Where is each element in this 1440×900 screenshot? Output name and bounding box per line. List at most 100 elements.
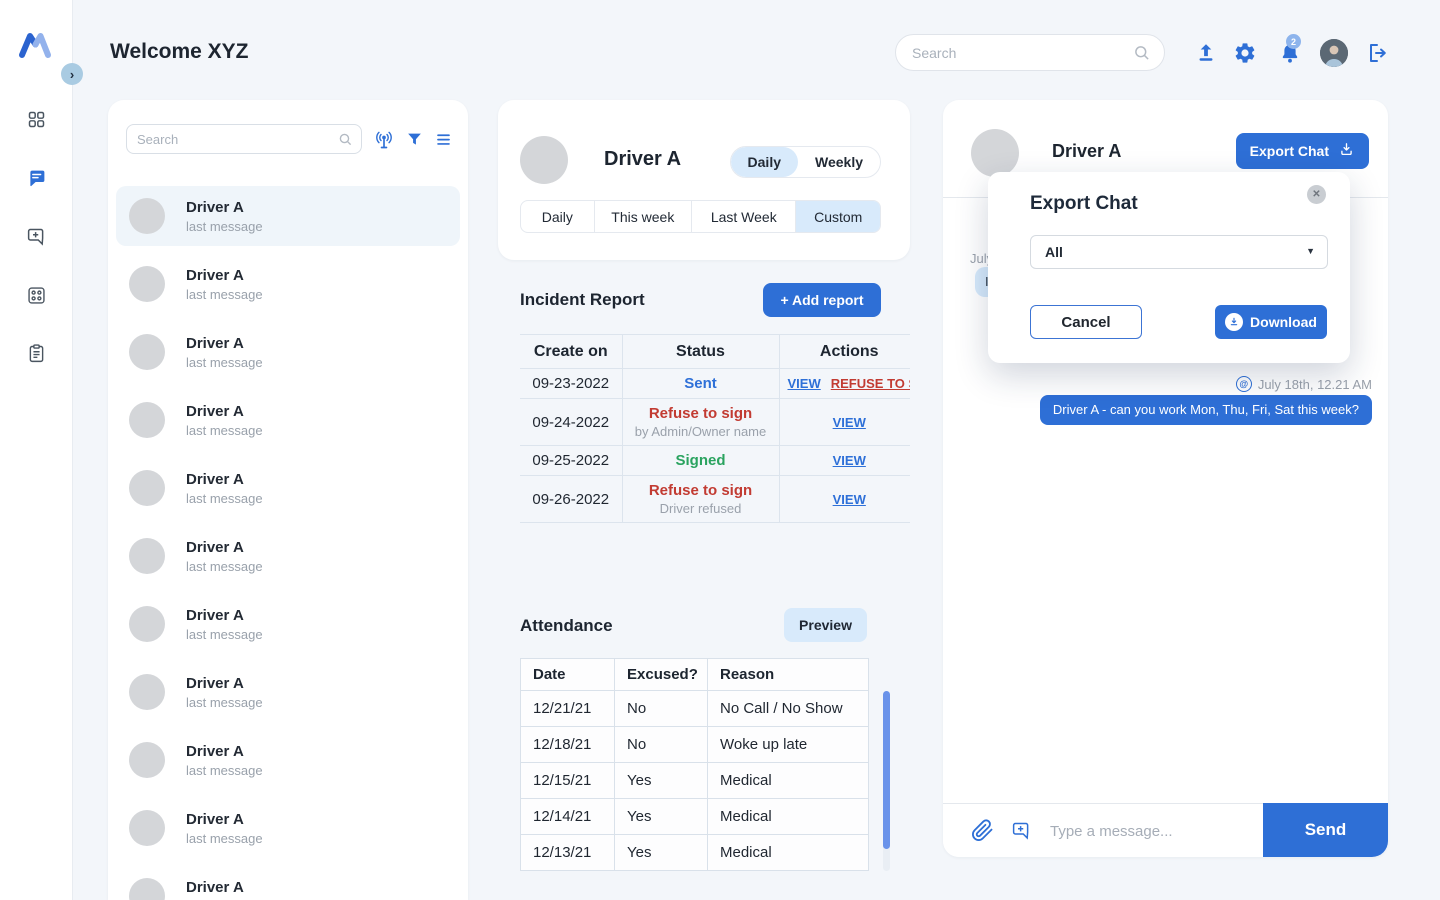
tab-this-week[interactable]: This week	[595, 201, 693, 232]
view-link[interactable]: VIEW	[787, 376, 821, 391]
attendance-scrollbar[interactable]	[883, 691, 890, 871]
list-item[interactable]: Driver A last message	[116, 322, 460, 382]
close-icon: ✕	[1312, 189, 1321, 200]
send-button[interactable]: Send	[1263, 803, 1388, 857]
col-reason: Reason	[707, 658, 869, 691]
refuse-to-sign-link[interactable]: REFUSE TO SIGN	[830, 376, 910, 391]
col-status: Status	[621, 334, 779, 369]
table-row: 12/13/21 Yes Medical	[520, 834, 869, 871]
select-value: All	[1045, 244, 1063, 260]
list-item[interactable]: Driver A last message	[116, 186, 460, 246]
gear-icon[interactable]	[1233, 41, 1257, 65]
search-icon	[338, 132, 353, 152]
tab-last-week[interactable]: Last Week	[692, 201, 797, 232]
status-text: Refuse to sign	[648, 482, 753, 499]
list-item[interactable]: Driver A last message	[116, 390, 460, 450]
list-item[interactable]: Driver A last message	[116, 526, 460, 586]
broadcast-icon[interactable]	[374, 130, 394, 150]
scrollbar-thumb[interactable]	[883, 691, 890, 849]
driver-name: Driver A	[186, 606, 244, 624]
dashboard-grid-icon[interactable]	[26, 109, 47, 130]
cancel-button[interactable]: Cancel	[1030, 305, 1142, 339]
avatar	[129, 810, 165, 846]
apps-box-icon[interactable]	[26, 285, 47, 306]
list-item[interactable]: Driver A last message	[116, 798, 460, 858]
messages-icon[interactable]	[26, 168, 47, 189]
list-item[interactable]: Driver A last message	[116, 866, 460, 900]
frequency-toggle: Daily Weekly	[729, 146, 881, 178]
export-chat-button[interactable]: Export Chat	[1235, 133, 1369, 169]
list-item[interactable]: Driver A last message	[116, 458, 460, 518]
incident-report-table-wrap: Create on Status Actions 09-23-2022 Sent…	[520, 334, 910, 523]
user-avatar[interactable]	[1320, 39, 1348, 67]
reason-cell: Medical	[707, 798, 869, 835]
avatar	[129, 266, 165, 302]
table-row: 09-26-2022 Refuse to sign Driver refused…	[520, 475, 910, 523]
list-item[interactable]: Driver A last message	[116, 730, 460, 790]
toggle-daily[interactable]: Daily	[730, 147, 798, 177]
avatar	[129, 470, 165, 506]
last-message: last message	[186, 899, 263, 900]
incident-report-title: Incident Report	[520, 290, 645, 309]
paperclip-icon[interactable]	[971, 819, 994, 847]
global-search[interactable]	[895, 34, 1165, 71]
incident-report-table: Create on Status Actions 09-23-2022 Sent…	[520, 334, 910, 523]
table-row: 09-25-2022 Signed VIEW	[520, 445, 910, 476]
actions-cell: VIEW	[778, 475, 910, 523]
excused-cell: No	[614, 726, 708, 763]
list-search[interactable]	[126, 124, 362, 154]
view-link[interactable]: VIEW	[832, 453, 866, 468]
message-add-icon[interactable]	[26, 226, 47, 247]
upload-icon[interactable]	[1194, 41, 1218, 65]
status-text: Refuse to sign	[648, 405, 753, 422]
add-report-button[interactable]: + Add report	[763, 283, 881, 317]
col-actions: Actions	[778, 334, 910, 369]
chevron-down-icon: ▼	[1306, 246, 1315, 256]
message-input[interactable]	[1050, 814, 1250, 848]
toggle-weekly[interactable]: Weekly	[815, 154, 863, 170]
download-icon	[1338, 141, 1355, 161]
list-item[interactable]: Driver A last message	[116, 662, 460, 722]
chat-driver-name: Driver A	[1052, 141, 1122, 161]
message-input-bar: Send	[943, 803, 1388, 857]
avatar	[129, 402, 165, 438]
sidebar-collapse-button[interactable]: ›	[61, 63, 83, 85]
conversation-list-panel: Driver A last message Driver A last messag…	[108, 100, 468, 900]
message-add-icon[interactable]	[1011, 820, 1032, 846]
global-search-input[interactable]	[912, 35, 1122, 70]
export-range-select[interactable]: All ▼	[1030, 235, 1328, 269]
last-message: last message	[186, 694, 263, 710]
driver-name: Driver A	[186, 470, 244, 488]
preview-button[interactable]: Preview	[784, 608, 867, 642]
view-link[interactable]: VIEW	[832, 491, 866, 507]
list-item[interactable]: Driver A last message	[116, 594, 460, 654]
menu-icon[interactable]	[434, 130, 454, 150]
status-cell: Refuse to sign by Admin/Owner name	[621, 398, 779, 446]
clipboard-icon[interactable]	[26, 343, 47, 364]
tab-custom[interactable]: Custom	[796, 201, 880, 232]
view-link[interactable]: VIEW	[832, 414, 866, 430]
table-header-row: Create on Status Actions	[520, 334, 910, 369]
driver-name: Driver A	[186, 334, 244, 352]
tab-daily[interactable]: Daily	[521, 201, 595, 232]
avatar	[129, 742, 165, 778]
list-search-input[interactable]	[137, 125, 327, 153]
list-item[interactable]: Driver A last message	[116, 254, 460, 314]
close-button[interactable]: ✕	[1307, 185, 1326, 204]
avatar	[129, 606, 165, 642]
last-message: last message	[186, 830, 263, 846]
driver-name: Driver A	[186, 810, 244, 828]
table-row: 12/14/21 Yes Medical	[520, 798, 869, 835]
brand-logo-icon	[17, 30, 53, 65]
download-button[interactable]: Download	[1215, 305, 1327, 339]
logout-icon[interactable]	[1366, 41, 1390, 65]
sidebar	[0, 0, 73, 900]
last-message: last message	[186, 558, 263, 574]
reason-cell: Medical	[707, 762, 869, 799]
avatar	[520, 136, 568, 184]
last-message: last message	[186, 626, 263, 642]
message-timestamp: July 18th, 12.21 AM	[1257, 376, 1372, 392]
filter-icon[interactable]	[405, 130, 425, 150]
avatar	[129, 878, 165, 900]
